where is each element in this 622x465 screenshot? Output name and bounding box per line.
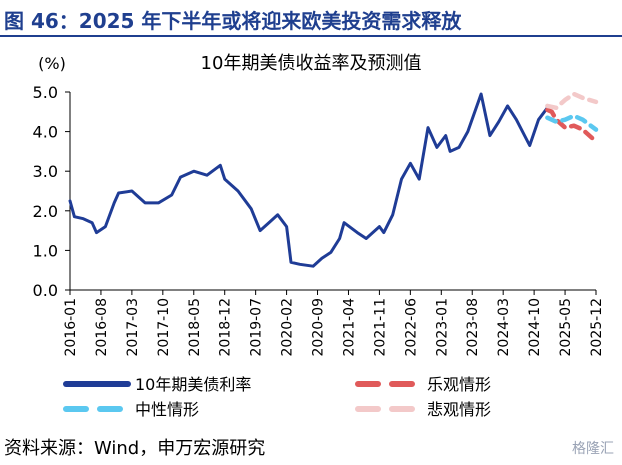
legend-label-2: 中性情形 bbox=[135, 400, 199, 419]
x-tick-label: 2020-09 bbox=[311, 298, 327, 357]
legend-label-3: 悲观情形 bbox=[427, 400, 491, 419]
y-tick-label: 5.0 bbox=[33, 83, 58, 102]
x-tick-label: 2016-08 bbox=[94, 298, 110, 357]
source-note: 资料来源：Wind，申万宏源研究 bbox=[4, 438, 266, 459]
x-tick-label: 2020-02 bbox=[280, 298, 296, 357]
x-tick-label: 2022-06 bbox=[403, 298, 419, 357]
y-tick-label: 3.0 bbox=[33, 162, 58, 181]
yield-chart: 10年期美债收益率及预测值 (%) 0.0 1.0 2.0 3.0 4.0 5.0 2016… bbox=[33, 53, 605, 419]
x-tick-label: 2025-05 bbox=[558, 298, 574, 357]
y-tick-label: 4.0 bbox=[33, 123, 58, 142]
x-tick-label: 2021-04 bbox=[341, 298, 357, 357]
legend-label-0: 10年期美债利率 bbox=[135, 375, 251, 394]
series-line-2 bbox=[545, 113, 599, 132]
x-tick-label: 2018-12 bbox=[218, 298, 234, 357]
x-tick-label: 2024-03 bbox=[496, 298, 512, 357]
x-tick-label: 2023-01 bbox=[434, 298, 450, 357]
x-tick-label: 2025-12 bbox=[589, 298, 605, 357]
y-tick-label: 0.0 bbox=[33, 281, 58, 300]
x-tick-label: 2016-01 bbox=[63, 298, 79, 357]
x-tick-label: 2021-11 bbox=[372, 298, 388, 357]
x-tick-label: 2019-07 bbox=[249, 298, 265, 357]
series-line-1 bbox=[545, 107, 599, 144]
legend-label-1: 乐观情形 bbox=[427, 375, 491, 394]
axes: 0.0 1.0 2.0 3.0 4.0 5.0 2016-01 2016-08 2017-03 2… bbox=[33, 83, 605, 357]
x-tick-label: 2023-08 bbox=[465, 298, 481, 357]
series-line-0 bbox=[68, 92, 549, 268]
series-layer bbox=[68, 91, 599, 268]
x-tick-label: 2024-10 bbox=[527, 298, 543, 357]
series-line-3 bbox=[545, 91, 599, 111]
figure-title: 图 46：2025 年下半年或将迎来欧美投资需求释放 bbox=[4, 9, 462, 33]
header-bar: 图 46：2025 年下半年或将迎来欧美投资需求释放 bbox=[0, 0, 622, 37]
x-tick-label: 2017-03 bbox=[125, 298, 141, 357]
y-tick-label: 2.0 bbox=[33, 202, 58, 221]
x-tick-label: 2017-10 bbox=[156, 298, 172, 357]
y-tick-label: 1.0 bbox=[33, 241, 58, 260]
y-unit-label: (%) bbox=[38, 54, 66, 73]
watermark: 格隆汇 bbox=[572, 441, 614, 457]
x-tick-label: 2018-05 bbox=[187, 298, 203, 357]
chart-title: 10年期美债收益率及预测值 bbox=[201, 53, 422, 74]
